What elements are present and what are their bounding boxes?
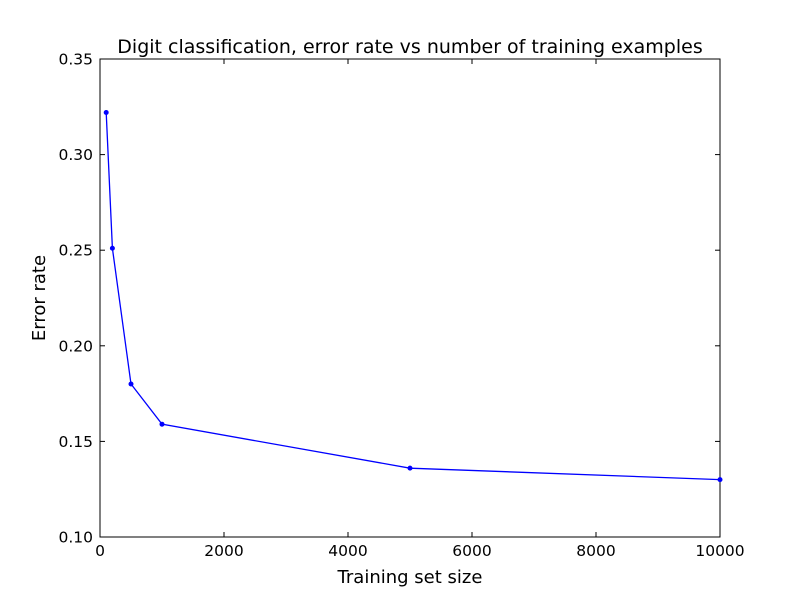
y-axis-label: Error rate [29, 255, 50, 341]
y-tick-label: 0.25 [58, 242, 93, 260]
x-tick-label: 0 [95, 542, 105, 560]
y-tick-label: 0.15 [58, 433, 93, 451]
data-point [407, 465, 413, 471]
ticks: 0 2000 4000 6000 8000 10000 0.10 0.15 0.20 0.25 0.… [58, 51, 744, 561]
data-point [717, 477, 723, 483]
y-tick-label: 0.35 [58, 51, 93, 69]
data-point [109, 245, 115, 251]
x-tick-label: 4000 [328, 542, 367, 560]
y-tick-label: 0.10 [58, 529, 93, 547]
plot-frame [99, 58, 721, 538]
data-point [128, 381, 134, 387]
y-tick-label: 0.20 [58, 337, 93, 355]
data-point [103, 110, 109, 116]
data-point [159, 421, 165, 427]
series-line [105, 112, 721, 481]
x-tick-label: 8000 [576, 542, 615, 560]
x-tick-label: 2000 [204, 542, 243, 560]
x-tick-label: 6000 [452, 542, 491, 560]
x-tick-label: 10000 [695, 542, 744, 560]
series-layer [103, 110, 723, 483]
chart-title: Digit classification, error rate vs numb… [117, 36, 702, 58]
x-axis-label: Training set size [337, 567, 483, 588]
y-tick-label: 0.30 [58, 146, 93, 164]
